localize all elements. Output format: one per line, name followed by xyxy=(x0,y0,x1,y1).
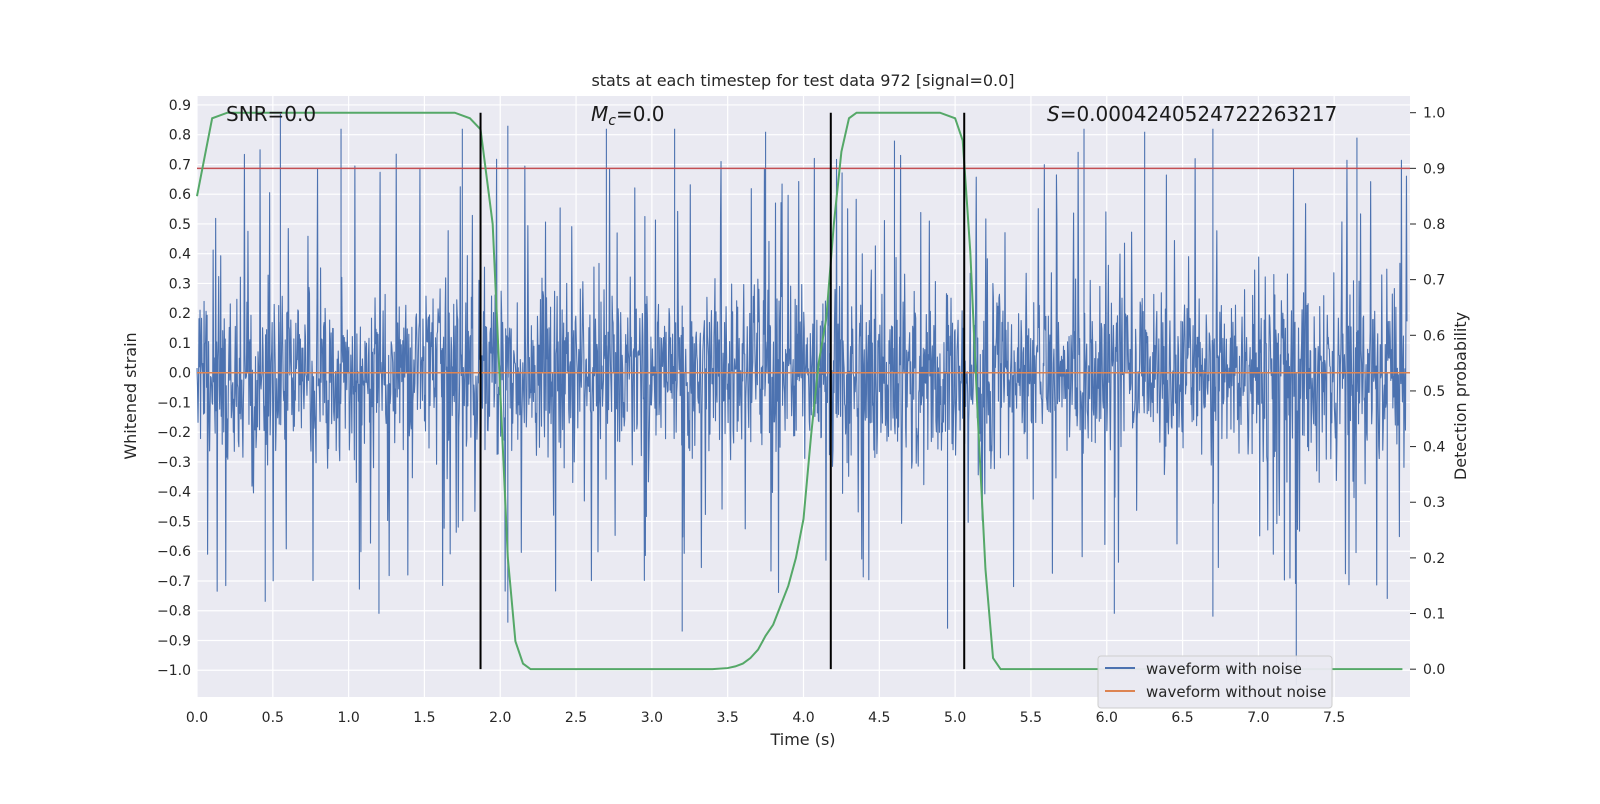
y-tick-label: −0.6 xyxy=(157,544,191,560)
y2-ticks: 1.0 0.9 0.8 0.7 0.6 0.5 0.4 0.3 0.2 0.1 0.0 xyxy=(1410,106,1445,678)
x-tick-label: 5.5 xyxy=(1020,710,1042,726)
x-tick-label: 2.5 xyxy=(565,710,587,726)
y2-axis-label: Detection probability xyxy=(1451,312,1470,480)
x-tick-label: 4.5 xyxy=(868,710,890,726)
y-tick-label: 0.7 xyxy=(169,157,191,173)
y2-tick-label: 0.8 xyxy=(1423,217,1445,233)
x-tick-label: 6.5 xyxy=(1171,710,1193,726)
series-detection-probability xyxy=(196,111,1403,671)
legend-box xyxy=(1097,655,1333,709)
y-tick-label: −0.4 xyxy=(157,485,191,501)
y2-tick-label: 0.2 xyxy=(1423,551,1445,567)
y-ticks: 0.9 0.8 0.7 0.6 0.5 0.4 0.3 0.2 0.1 0.0 −0.1 −0.2 −0… xyxy=(157,98,191,679)
y-tick-label: 0.8 xyxy=(169,128,191,144)
x-tick-label: 2.0 xyxy=(489,710,511,726)
y-tick-label: −0.3 xyxy=(157,455,191,471)
y2-tick-label: 0.0 xyxy=(1423,662,1445,678)
vlines-layer xyxy=(479,112,966,670)
x-tick-label: 7.5 xyxy=(1323,710,1345,726)
x-tick-label: 7.0 xyxy=(1247,710,1269,726)
y-tick-label: 0.9 xyxy=(169,98,191,114)
noise-layer xyxy=(196,113,1408,686)
y-tick-label: −0.7 xyxy=(157,574,191,590)
y-tick-label: 0.1 xyxy=(169,336,191,352)
x-tick-label: 4.0 xyxy=(792,710,814,726)
x-tick-label: 3.5 xyxy=(717,710,739,726)
x-tick-label: 6.0 xyxy=(1096,710,1118,726)
x-tick-label: 5.0 xyxy=(944,710,966,726)
series-waveform-with-noise xyxy=(196,113,1408,686)
y-tick-label: −0.5 xyxy=(157,514,191,530)
y-tick-label: −0.9 xyxy=(157,633,191,649)
legend-label-clean: waveform without noise xyxy=(1146,683,1326,701)
y-tick-label: 0.6 xyxy=(169,187,191,203)
y2-tick-label: 0.9 xyxy=(1423,161,1445,177)
x-axis-label: Time (s) xyxy=(769,730,835,749)
y2-tick-label: 0.4 xyxy=(1423,440,1445,456)
legend: waveform with noise waveform without noi… xyxy=(1097,655,1333,709)
y-axis-label: Whitened strain xyxy=(121,332,140,459)
y-tick-label: 0.4 xyxy=(169,247,191,263)
x-ticks: 0.0 0.5 1.0 1.5 2.0 2.5 3.0 3.5 4.0 4.5 5.0 5.5 6.0 6… xyxy=(186,710,1345,726)
x-tick-label: 0.0 xyxy=(186,710,208,726)
x-tick-label: 1.5 xyxy=(413,710,435,726)
lines-layer xyxy=(196,111,1410,671)
y2-tick-label: 0.6 xyxy=(1423,328,1445,344)
y-tick-label: −0.2 xyxy=(157,425,191,441)
y-tick-label: 0.5 xyxy=(169,217,191,233)
y-tick-label: −0.8 xyxy=(157,604,191,620)
y2-tick-label: 1.0 xyxy=(1423,106,1445,122)
chirp-mass-annotation: Mc=0.0 xyxy=(591,102,665,129)
x-tick-label: 3.0 xyxy=(641,710,663,726)
y2-tick-label: 0.3 xyxy=(1423,495,1445,511)
y-tick-label: −1.0 xyxy=(157,663,191,679)
y-tick-label: 0.2 xyxy=(169,306,191,322)
y2-tick-label: 0.5 xyxy=(1423,384,1445,400)
x-tick-label: 0.5 xyxy=(262,710,284,726)
snr-annotation: SNR=0.0 xyxy=(226,102,316,126)
y2-tick-label: 0.7 xyxy=(1423,273,1445,289)
s-annotation: S=0.0004240524722263217 xyxy=(1047,102,1337,126)
y-tick-label: 0.0 xyxy=(169,366,191,382)
y2-tick-label: 0.1 xyxy=(1423,607,1445,623)
y-tick-label: 0.3 xyxy=(169,276,191,292)
x-tick-label: 1.0 xyxy=(337,710,359,726)
y-tick-label: −0.1 xyxy=(157,395,191,411)
legend-label-noise: waveform with noise xyxy=(1146,660,1302,678)
chart-title: stats at each timestep for test data 972… xyxy=(591,71,1014,90)
